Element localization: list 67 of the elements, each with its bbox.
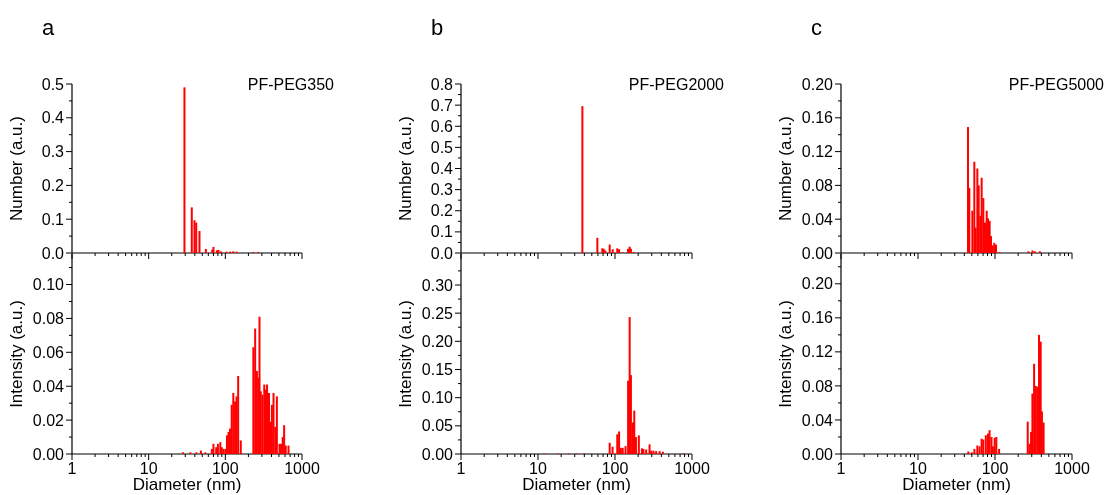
y-tick-label: 0.7: [430, 96, 454, 114]
y-tick-label: 0.16: [801, 109, 834, 127]
y-tick-label: 0.1: [430, 223, 454, 241]
annotation: PF-PEG2000: [628, 76, 725, 93]
x-tick-label: 10: [909, 460, 927, 477]
y-axis-title: Number (a.u.): [396, 116, 415, 221]
y-tick-label: 0.4: [41, 109, 65, 127]
y-tick-label: 0.2: [41, 177, 65, 194]
y-tick-label: 0.08: [32, 310, 65, 328]
y-tick-label: 0.5: [41, 75, 65, 93]
x-tick-label: 1000: [1054, 460, 1090, 477]
annotation: PF-PEG5000: [1008, 76, 1105, 93]
y-tick-label: 0.3: [41, 143, 65, 161]
x-axis-title: Diameter (nm): [902, 475, 1011, 494]
y-tick-label: 0.04: [801, 411, 834, 429]
y-axis-title: Intensity (a.u.): [396, 300, 415, 408]
y-tick-label: 0.20: [801, 75, 834, 93]
y-tick-label: 0.10: [421, 389, 454, 407]
y-tick-label: 0.16: [801, 309, 834, 327]
y-tick-label: 0.04: [801, 210, 834, 228]
x-tick-label: 100: [601, 460, 629, 477]
y-tick-label: 0.04: [32, 377, 65, 395]
y-axis-title: Number (a.u.): [7, 116, 26, 221]
y-tick-label: 0.25: [421, 304, 454, 322]
x-axis-title: Diameter (nm): [522, 475, 631, 494]
chart-title: c: [811, 15, 822, 40]
chart-title: a: [42, 15, 55, 40]
y-tick-label: 0.02: [32, 411, 65, 429]
y-tick-label: 0.06: [32, 343, 65, 361]
y-tick-label: 0.12: [801, 343, 834, 361]
y-tick-label: 0.6: [430, 117, 454, 135]
y-tick-label: 0.00: [801, 445, 834, 463]
y-tick-label: 0.0: [430, 244, 454, 262]
chart-title: b: [431, 15, 444, 40]
x-tick-label: 10: [529, 460, 547, 477]
y-tick-label: 0.08: [801, 377, 834, 395]
y-tick-label: 0.4: [430, 160, 454, 178]
x-tick-label: 1: [67, 460, 77, 477]
x-tick-label: 100: [981, 460, 1009, 477]
x-tick-label: 100: [211, 460, 239, 477]
y-tick-label: 0.0: [41, 244, 65, 262]
y-tick-label: 0.8: [430, 75, 454, 93]
x-tick-label: 1000: [674, 460, 710, 477]
y-tick-label: 0.00: [801, 244, 834, 262]
y-axis-title: Intensity (a.u.): [776, 300, 795, 408]
y-tick-label: 0.00: [421, 445, 454, 463]
y-tick-label: 0.2: [430, 202, 454, 220]
y-tick-label: 0.00: [32, 445, 65, 463]
y-tick-label: 0.08: [801, 177, 834, 194]
y-axis-title: Number (a.u.): [776, 116, 795, 221]
x-axis-title: Diameter (nm): [132, 475, 242, 494]
y-tick-label: 0.12: [801, 143, 834, 161]
x-tick-label: 1: [836, 460, 846, 477]
y-tick-label: 0.1: [41, 210, 65, 228]
x-tick-label: 1: [456, 460, 466, 477]
y-tick-label: 0.15: [421, 361, 454, 379]
x-tick-label: 10: [139, 460, 158, 477]
y-tick-label: 0.20: [421, 332, 454, 350]
y-tick-label: 0.3: [430, 181, 454, 199]
y-tick-label: 0.5: [430, 138, 454, 156]
y-tick-label: 0.30: [421, 276, 454, 294]
y-axis-title: Intensity (a.u.): [7, 300, 26, 408]
annotation: PF-PEG350: [247, 76, 335, 93]
y-tick-label: 0.05: [421, 417, 454, 435]
y-tick-label: 0.10: [32, 276, 65, 294]
x-tick-label: 1000: [284, 460, 320, 477]
y-tick-label: 0.20: [801, 275, 834, 293]
